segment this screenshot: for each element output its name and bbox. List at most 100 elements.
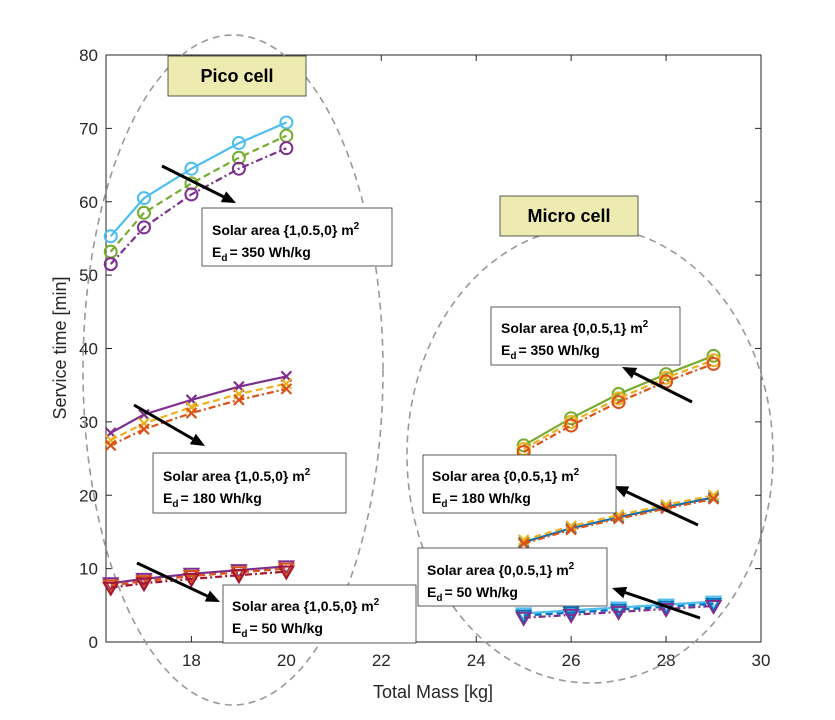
annot-e: E — [163, 490, 172, 506]
data-point — [565, 523, 577, 536]
annot-e: E — [432, 490, 441, 506]
data-point — [704, 595, 723, 611]
x-tick-label: 24 — [467, 651, 486, 670]
svg-text:Ed= 180 Wh/kg: Ed = 180 Wh/kg — [432, 490, 531, 510]
data-point — [233, 394, 245, 406]
series-pico-50-0 — [102, 565, 296, 597]
series-line — [110, 567, 287, 587]
pico-cell-label: Pico cell — [167, 55, 307, 97]
data-point — [706, 353, 721, 368]
series-line — [110, 382, 287, 442]
annotation-arrow — [614, 486, 699, 527]
data-point — [280, 383, 293, 395]
x-tick-label: 18 — [182, 651, 201, 670]
series-line — [523, 604, 714, 619]
series-line — [109, 134, 287, 253]
annotation-pico-180: Solar area {1,0.5,0} m2 Ed = 180 Wh/kg — [152, 452, 347, 514]
y-tick-label: 10 — [79, 560, 98, 579]
data-point — [279, 115, 294, 130]
data-point — [230, 566, 248, 582]
data-point — [659, 367, 674, 382]
annotation-pico-50: Solar area {1,0.5,0} m2 Ed = 50 Wh/kg — [222, 584, 417, 644]
y-tick-label: 30 — [79, 413, 98, 432]
data-point — [707, 493, 720, 505]
data-point — [184, 187, 199, 202]
series-line — [110, 387, 287, 447]
annotation-arrow — [133, 403, 205, 446]
series-micro-350-0.5 — [516, 353, 721, 457]
series-line — [110, 570, 287, 589]
annot-sub: d — [441, 499, 447, 510]
annot-val: = 180 Wh/kg — [449, 490, 530, 506]
annot-val: = 50 Wh/kg — [249, 620, 323, 636]
data-point — [609, 603, 628, 619]
annotation-arrow — [612, 586, 701, 620]
data-point — [136, 220, 151, 235]
data-series — [102, 115, 723, 627]
annot-sub: d — [172, 499, 178, 510]
annotation-micro-180: Solar area {0,0.5,1} m2 Ed = 180 Wh/kg — [422, 454, 617, 514]
data-point — [231, 136, 246, 151]
data-point — [184, 161, 199, 176]
data-point — [136, 191, 151, 206]
annot-val: = 350 Wh/kg — [229, 244, 310, 260]
series-micro-350-1 — [516, 356, 721, 459]
x-axis-label: Total Mass [kg] — [373, 682, 493, 702]
annot-sub: d — [510, 351, 516, 362]
series-line — [523, 359, 714, 450]
svg-text:Ed= 50 Wh/kg: Ed = 50 Wh/kg — [232, 620, 323, 640]
series-line — [109, 121, 287, 237]
series-line — [523, 602, 714, 617]
series-pico-350-0 — [103, 141, 294, 272]
annot-text: Solar area {1,0.5,0} m — [232, 598, 374, 614]
data-point — [277, 562, 296, 578]
y-tick-label: 60 — [79, 193, 98, 212]
y-tick-label: 70 — [79, 119, 98, 138]
data-point — [704, 597, 723, 613]
data-point — [136, 205, 151, 220]
annotation-pico-350: Solar area {1,0.5,0} m2 Ed = 350 Wh/kg — [201, 207, 393, 267]
svg-text:Ed= 50 Wh/kg: Ed = 50 Wh/kg — [427, 584, 518, 604]
svg-text:Solar area {1,0.5,0} m2: Solar area {1,0.5,0} m2 — [212, 221, 360, 238]
data-point — [517, 537, 530, 550]
svg-text:Ed= 350 Wh/kg: Ed = 350 Wh/kg — [212, 244, 311, 264]
annotation-arrow — [161, 164, 236, 203]
annot-sub: d — [221, 253, 227, 264]
annot-sup: 2 — [643, 319, 649, 330]
svg-text:Solar area {0,0.5,1} m2: Solar area {0,0.5,1} m2 — [432, 467, 580, 484]
data-point — [565, 520, 577, 532]
data-point — [612, 512, 625, 525]
svg-text:Solar area {1,0.5,0} m2: Solar area {1,0.5,0} m2 — [163, 467, 311, 484]
group-ellipses — [82, 34, 774, 706]
annot-val: = 180 Wh/kg — [180, 490, 261, 506]
svg-text:Ed= 180 Wh/kg: Ed = 180 Wh/kg — [163, 490, 262, 510]
y-tick-label: 50 — [79, 266, 98, 285]
series-line — [523, 362, 714, 453]
svg-text:Solar area {1,0.5,0} m2: Solar area {1,0.5,0} m2 — [232, 597, 380, 614]
data-point — [103, 229, 118, 244]
annot-sub: d — [241, 629, 247, 640]
annot-val: = 50 Wh/kg — [444, 584, 518, 600]
y-axis-label: Service time [min] — [50, 276, 70, 419]
annot-sub: d — [436, 593, 442, 604]
annot-sup: 2 — [374, 597, 380, 608]
annot-text: Solar area {0,0.5,1} m — [427, 562, 569, 578]
annotation-micro-350: Solar area {0,0.5,1} m2 Ed = 350 Wh/kg — [490, 306, 681, 366]
data-point — [230, 569, 248, 585]
y-tick-label: 0 — [89, 633, 98, 652]
annot-sup: 2 — [574, 467, 580, 478]
micro-cell-label: Micro cell — [499, 195, 639, 237]
annot-text: Solar area {1,0.5,0} m — [163, 468, 305, 484]
data-point — [609, 605, 628, 621]
data-point — [277, 565, 296, 581]
x-tick-label: 28 — [657, 651, 676, 670]
annot-val: = 350 Wh/kg — [518, 342, 599, 358]
annotation-arrow — [136, 561, 220, 602]
data-point — [135, 577, 153, 593]
data-point — [231, 161, 246, 176]
data-point — [706, 356, 721, 371]
data-point — [611, 391, 626, 406]
data-point — [611, 386, 626, 401]
micro-cell-text: Micro cell — [527, 206, 610, 226]
